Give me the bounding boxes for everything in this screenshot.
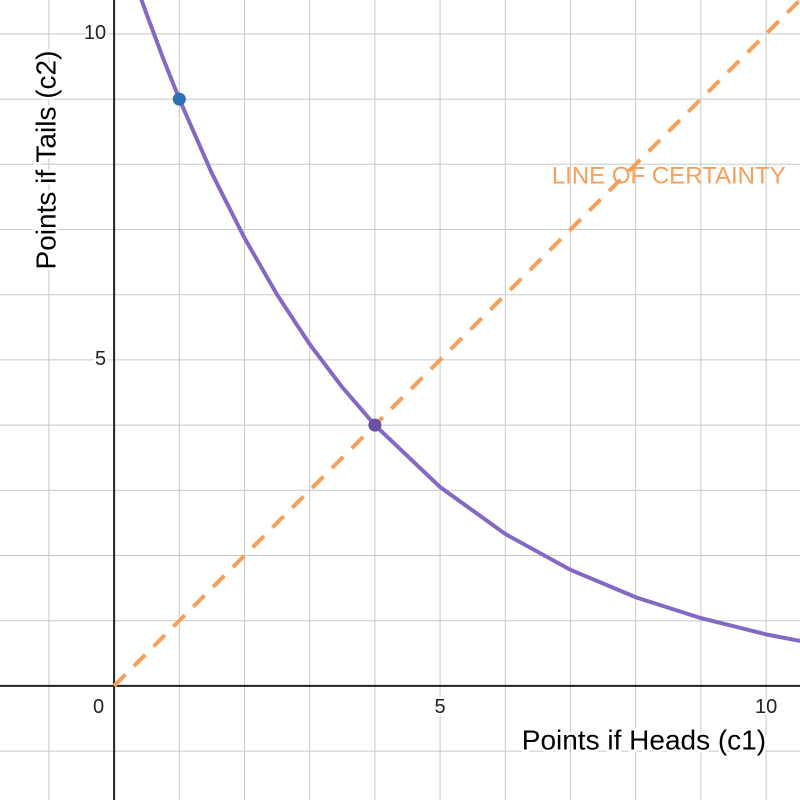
y-axis-label: Points if Tails (c2)	[30, 51, 61, 270]
y-tick-label: 5	[95, 348, 106, 370]
x-tick-label: 10	[755, 696, 777, 718]
annotation: LINE OF CERTAINTY	[552, 163, 786, 190]
x-tick-label: 5	[435, 696, 446, 718]
x-axis-label: Points if Heads (c1)	[522, 724, 766, 755]
series-line	[139, 0, 800, 643]
point	[368, 418, 382, 432]
point	[172, 92, 186, 106]
series-line	[112, 0, 800, 688]
x-tick-label: 0	[93, 696, 104, 718]
y-tick-label: 10	[84, 22, 106, 44]
